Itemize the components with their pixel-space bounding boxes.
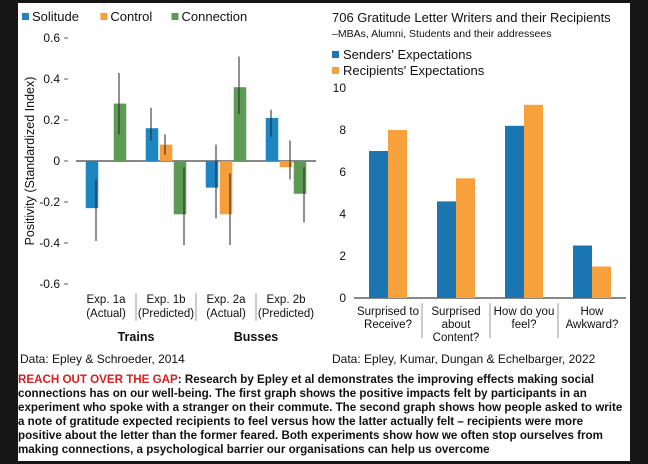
source-right: Data: Epley, Kumar, Dungan & Echelbarger… (332, 352, 596, 366)
category-label: (Actual) (86, 308, 126, 320)
bar-solitude (145, 128, 159, 161)
category-label: Surprised (431, 306, 480, 318)
legend-swatch-control (100, 13, 108, 20)
bar-senders (573, 245, 592, 298)
category-label: Exp. 1b (147, 294, 186, 306)
category-label: Exp. 2a (207, 294, 247, 306)
bar-senders (505, 125, 524, 298)
y-tick-label: 8 (339, 123, 346, 137)
y-tick-label: -0.6 (39, 277, 60, 291)
y-tick-label: -0.2 (39, 195, 60, 209)
category-label: How (580, 306, 604, 318)
bar-solitude (85, 161, 99, 209)
bar-solitude (205, 161, 219, 188)
bar-recipients (524, 104, 543, 298)
group-label-trains: Trains (118, 330, 155, 344)
bar-solitude (265, 117, 279, 161)
category-label: Exp. 2b (267, 294, 306, 306)
legend-swatch-senders (332, 51, 339, 58)
caption-body: : Research by Epley et al demonstrates t… (18, 373, 623, 456)
bar-connection (233, 87, 247, 161)
bar-recipients (456, 178, 475, 298)
bar-connection (173, 161, 187, 215)
group-label-busses: Busses (234, 330, 279, 344)
category-label: Receive? (364, 319, 412, 331)
category-label: Exp. 1a (87, 294, 127, 306)
category-label: Surprised to (357, 306, 419, 318)
chart-positivity: Solitude Control Connection Positivity (Sta… (22, 9, 316, 344)
legend-label-solitude: Solitude (32, 9, 79, 24)
legend-label-senders: Senders' Expectations (343, 47, 472, 62)
category-label: feel? (512, 319, 537, 331)
y-tick-label: 6 (339, 165, 346, 179)
category-label: Awkward? (566, 319, 619, 331)
infographic-panel: Solitude Control Connection Positivity (Sta… (18, 3, 630, 461)
bar-senders (369, 151, 388, 298)
bar-connection (293, 161, 307, 194)
bar-control (219, 161, 233, 215)
y-tick-label: 10 (333, 81, 347, 95)
y-tick-label: -0.4 (39, 236, 60, 250)
y-tick-label: 2 (339, 249, 346, 263)
caption-lead: REACH OUT OVER THE GAP (18, 373, 178, 386)
y-tick-label: 0 (53, 154, 60, 168)
y-axis-label: Positivity (Standardized Index) (23, 77, 37, 246)
bar-recipients (388, 130, 407, 298)
chart-subtitle: –MBAs, Alumni, Students and their addres… (332, 28, 551, 40)
chart-title: 706 Gratitude Letter Writers and their R… (332, 10, 611, 25)
chart-gratitude-letters: 706 Gratitude Letter Writers and their R… (332, 10, 626, 344)
category-label: How do you (494, 306, 555, 318)
category-label: (Predicted) (138, 308, 194, 320)
y-tick-label: 0.4 (43, 72, 60, 86)
bar-control (159, 144, 173, 161)
y-tick-label: 4 (339, 207, 346, 221)
y-tick-label: 0 (339, 291, 346, 305)
bar-recipients (592, 266, 611, 298)
legend-label-control: Control (110, 9, 152, 24)
legend-swatch-connection (171, 13, 179, 20)
category-label: (Predicted) (258, 308, 314, 320)
legend-label-connection: Connection (182, 9, 248, 24)
legend-swatch-recipients (332, 67, 339, 74)
bar-senders (437, 201, 456, 298)
caption: REACH OUT OVER THE GAP: Research by Eple… (18, 373, 628, 457)
category-label: about (442, 319, 472, 331)
bar-connection (113, 103, 127, 161)
source-left: Data: Epley & Schroeder, 2014 (20, 352, 185, 366)
bar-control (279, 161, 293, 168)
legend-label-recipients: Recipients' Expectations (343, 63, 485, 78)
y-tick-label: 0.6 (43, 31, 60, 45)
legend-swatch-solitude (22, 13, 29, 20)
y-tick-label: 0.2 (43, 113, 60, 127)
category-label: (Actual) (206, 308, 246, 320)
category-label: Content? (433, 332, 480, 344)
